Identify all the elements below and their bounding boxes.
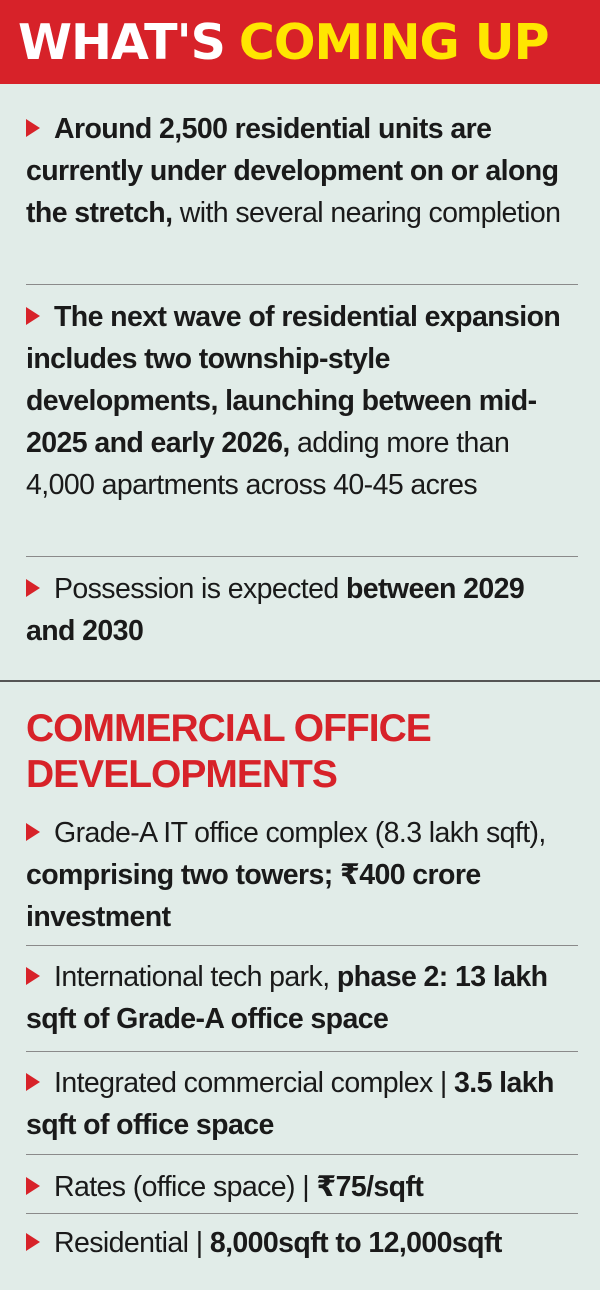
item-separator bbox=[26, 945, 578, 946]
red-arrow-bullet-icon bbox=[26, 307, 40, 325]
item-text: Possession is expected bbox=[54, 573, 346, 605]
commercial-item-2: International tech park, phase 2: 13 lak… bbox=[26, 956, 578, 1040]
item-text: adding more than 4,000 apartments across… bbox=[26, 427, 510, 501]
item-bold-text: Around 2,500 residential units are curre… bbox=[26, 113, 559, 229]
commercial-item-1: Grade-A IT office complex (8.3 lakh sqft… bbox=[26, 812, 578, 938]
item-text: Residential | bbox=[54, 1227, 210, 1259]
banner-title-part1: WHAT'S bbox=[18, 13, 226, 71]
residential-item-3: Possession is expected between 2029 and … bbox=[26, 568, 578, 652]
commercial-item-5: Residential | 8,000sqft to 12,000sqft bbox=[26, 1222, 578, 1264]
item-bold-text: 3.5 lakh sqft of office space bbox=[26, 1067, 554, 1141]
item-bold-text: comprising two towers; ₹400 crore invest… bbox=[26, 859, 481, 933]
banner-title-part2: COMING UP bbox=[238, 13, 550, 71]
item-separator bbox=[26, 1213, 578, 1214]
item-separator bbox=[26, 284, 578, 285]
item-text: Integrated commercial complex | bbox=[54, 1067, 455, 1099]
item-text: International tech park, bbox=[54, 961, 337, 993]
red-arrow-bullet-icon bbox=[26, 823, 40, 841]
item-bold-text: between 2029 and 2030 bbox=[26, 573, 525, 647]
item-bold-text: 8,000sqft to 12,000sqft bbox=[209, 1227, 503, 1259]
section-title-commercial: COMMERCIAL OFFICE DEVELOPMENTS bbox=[26, 707, 432, 796]
red-arrow-bullet-icon bbox=[26, 579, 40, 597]
residential-item-1: Around 2,500 residential units are curre… bbox=[26, 108, 578, 234]
commercial-panel bbox=[0, 682, 600, 1290]
red-arrow-bullet-icon bbox=[26, 1073, 40, 1091]
item-separator bbox=[26, 1051, 578, 1052]
commercial-item-3: Integrated commercial complex | 3.5 lakh… bbox=[26, 1062, 578, 1146]
item-text: with several nearing completion bbox=[172, 197, 561, 229]
header-banner: WHAT'S COMING UP bbox=[0, 0, 600, 84]
red-arrow-bullet-icon bbox=[26, 1177, 40, 1195]
red-arrow-bullet-icon bbox=[26, 1233, 40, 1251]
item-text: Grade-A IT office complex (8.3 lakh sqft… bbox=[54, 817, 546, 849]
item-bold-text: The next wave of residential expansion i… bbox=[26, 301, 561, 459]
section-divider bbox=[0, 680, 600, 682]
item-text: Rates (office space) | bbox=[54, 1171, 317, 1203]
item-separator bbox=[26, 1154, 578, 1155]
commercial-item-4: Rates (office space) | ₹75/sqft bbox=[26, 1166, 578, 1208]
item-bold-text: phase 2: 13 lakh sqft of Grade-A office … bbox=[26, 961, 548, 1035]
residential-panel bbox=[0, 84, 600, 680]
red-arrow-bullet-icon bbox=[26, 967, 40, 985]
residential-item-2: The next wave of residential expansion i… bbox=[26, 296, 578, 506]
item-bold-text: ₹75/sqft bbox=[316, 1171, 424, 1203]
item-separator bbox=[26, 556, 578, 557]
red-arrow-bullet-icon bbox=[26, 119, 40, 137]
